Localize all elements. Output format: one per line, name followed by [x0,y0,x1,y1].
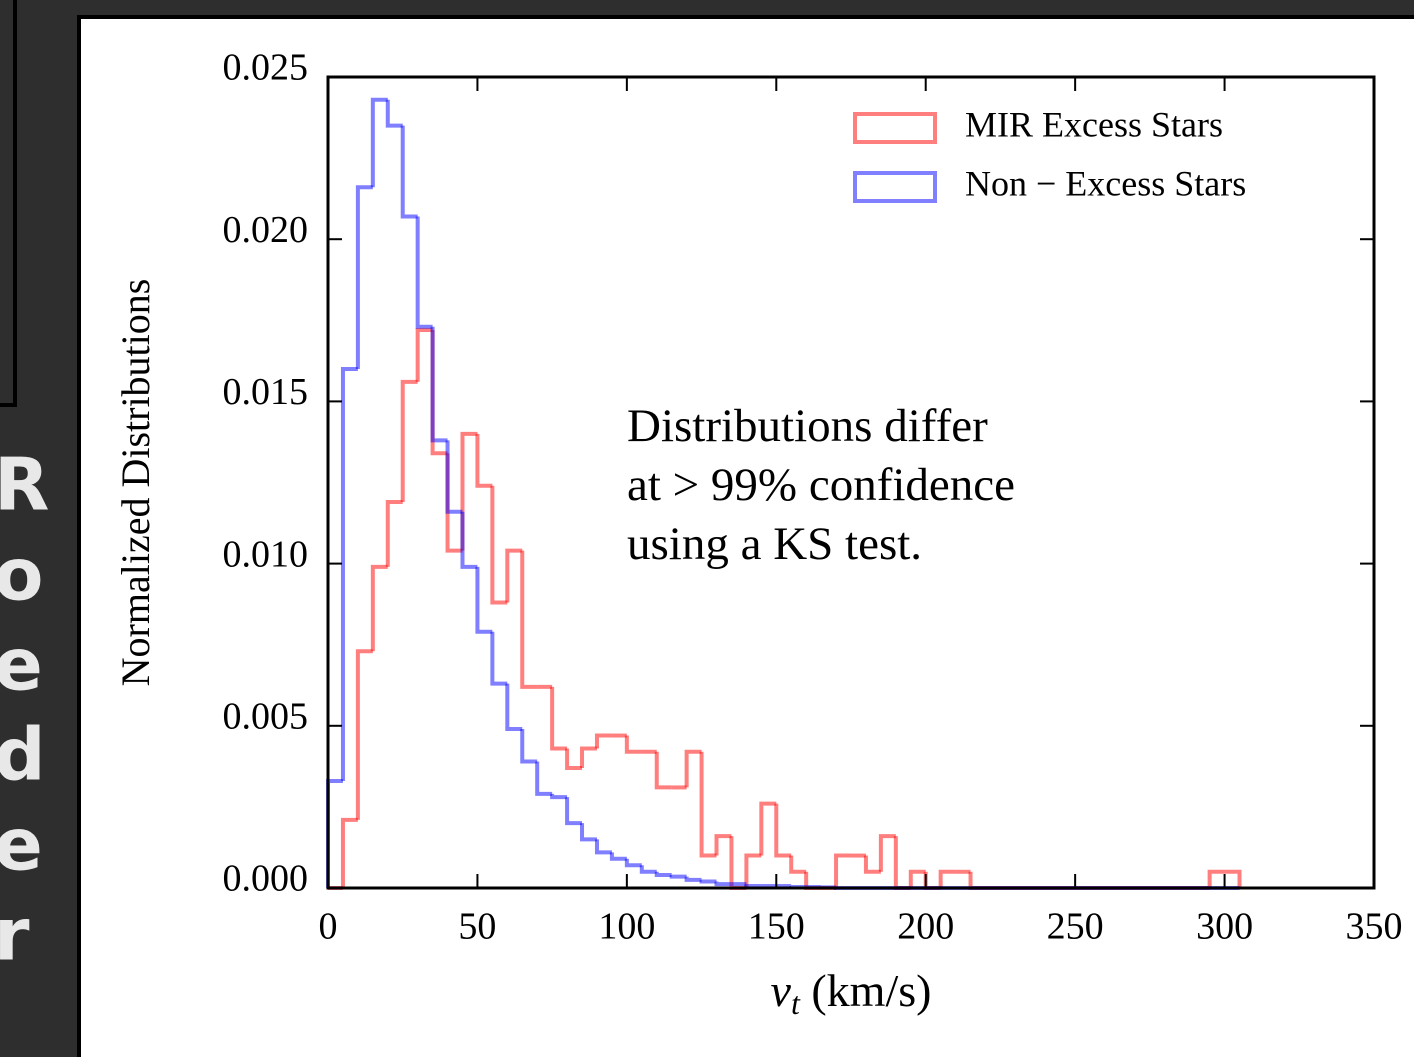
sidebar-letter: e [0,803,43,887]
histogram-step [744,853,762,888]
histogram-step [505,548,523,603]
histogram-step [355,185,373,369]
y-tick-label: 0.010 [223,533,309,575]
histogram-step [639,865,657,874]
histogram-step [1224,869,1242,888]
histogram-step [684,876,702,882]
histogram-step [624,858,642,868]
frame [0,0,17,407]
sidebar-letter: R [0,443,49,527]
y-tick-label: 0.005 [223,696,309,738]
y-tick-label: 0.000 [223,858,309,900]
histogram-step [714,834,732,856]
histogram-step [445,440,463,514]
histogram-step [475,566,493,634]
histogram-step [430,326,448,443]
histogram-step [594,733,612,749]
y-tick-label: 0.020 [223,209,309,251]
x-tick-label: 150 [748,906,805,948]
histogram-step [550,686,568,751]
histogram-step [744,884,762,889]
x-label-sub: t [791,985,801,1021]
histogram-step [699,751,717,858]
histogram-step [400,125,418,219]
histogram-step [609,852,627,861]
x-label-rest: (km/s) [800,965,932,1016]
x-axis-label: vt (km/s) [771,965,932,1022]
histogram-step [400,379,418,502]
x-tick-label: 200 [897,906,954,948]
histogram-step [565,797,583,826]
x-tick-label: 50 [458,906,496,948]
histogram-step [340,366,358,781]
y-tick-label: 0.025 [223,47,309,89]
annotation: Distributions differ [627,400,988,452]
histogram-step [565,748,583,770]
histogram-step [490,485,508,605]
histogram-step [415,328,433,382]
histogram-step [938,869,956,888]
annotation: using a KS test. [627,518,922,570]
sidebar-letter: e [0,623,43,707]
sidebar-letter: o [0,533,43,617]
histogram-step [863,855,881,874]
histogram-step [834,853,851,888]
histogram-step [789,855,807,874]
histogram-step [580,746,597,768]
histogram-step [774,803,792,858]
legend-label: MIR Excess Stars [965,104,1223,144]
x-tick-label: 0 [319,906,338,948]
histogram-step [475,433,493,488]
histogram-step [550,793,568,800]
histogram-step [684,749,702,788]
histogram-step [505,683,523,732]
y-axis-label: Normalized Distributions [113,279,158,687]
x-tick-label: 250 [1047,906,1104,948]
histogram-step [714,881,732,887]
histogram-step [370,564,388,652]
histogram-step [460,511,478,569]
histogram-step [415,216,433,329]
x-tick-label: 350 [1346,906,1403,948]
histogram-step [654,751,672,790]
histogram-step [878,834,896,872]
legend-swatch [853,171,937,203]
annotation: at > 99% confidence [627,459,1015,511]
x-label-main: v [771,965,792,1016]
plot: 0 50 100 150 200 250 300 350 0.000 0.005 0.010 0.01… [113,47,1402,1022]
histogram-step [490,631,508,686]
histogram-step [759,801,777,856]
histogram-step [669,874,687,879]
histogram-step [385,499,403,567]
legend-swatch [853,112,937,144]
x-tick-label: 100 [598,906,655,948]
histogram-step [624,735,642,754]
histogram-step [654,871,672,878]
x-tick-label: 300 [1196,906,1253,948]
histogram-step [355,649,373,820]
histogram-step [580,823,597,842]
sidebar-letter: d [0,713,46,797]
histogram-step [908,869,926,888]
histogram-step [699,879,717,884]
sidebar-letter: r [0,893,30,977]
axes-frame [326,75,1376,890]
legend-label: Non − Excess Stars [965,163,1246,203]
histogram-step [520,729,538,764]
histogram-step [520,550,538,689]
histogram-step [1207,869,1225,888]
y-tick-label: 0.015 [223,371,309,413]
histogram-step [340,817,358,888]
histogram-step [370,97,388,188]
histogram-step [535,761,553,796]
histogram-step [385,99,403,128]
histogram-step [594,839,612,855]
